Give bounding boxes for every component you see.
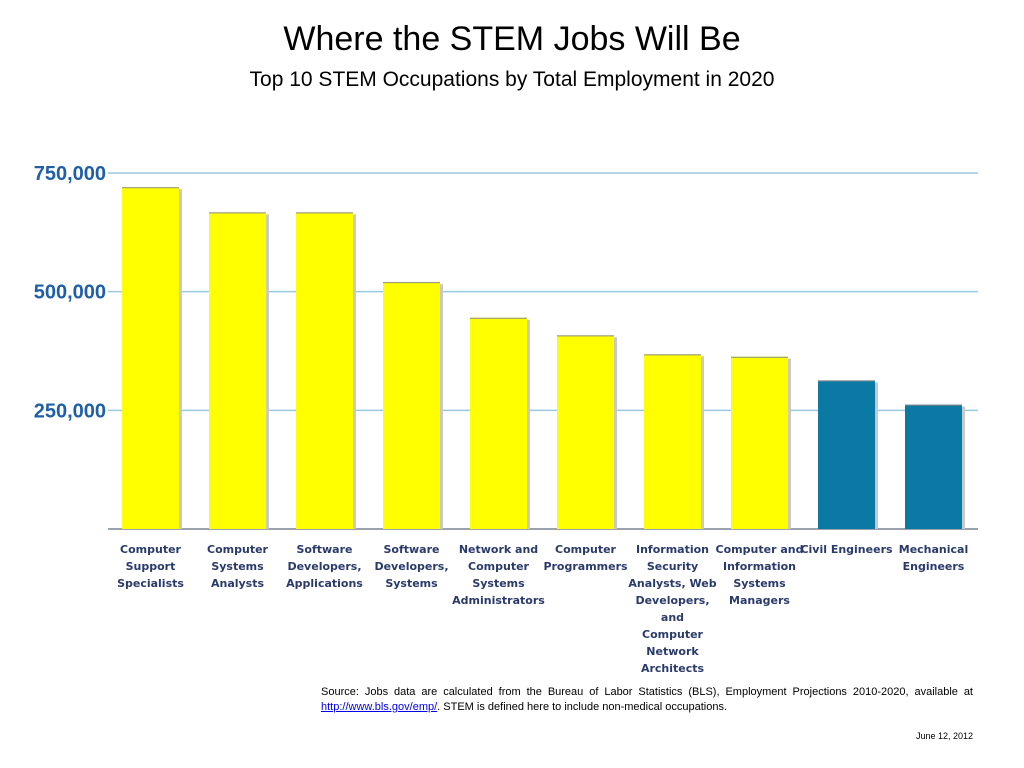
y-tick-label: 750,000 [34, 163, 106, 185]
chart-subtitle: Top 10 STEM Occupations by Total Employm… [249, 68, 775, 91]
y-tick-label: 500,000 [34, 282, 106, 304]
bar [557, 335, 614, 529]
source-text-prefix: Source: Jobs data are calculated from th… [321, 686, 973, 698]
bar [644, 354, 701, 529]
category-label: Computer Systems Analysts [207, 543, 268, 590]
y-tick-label: 250,000 [34, 400, 106, 422]
category-label: Computer Support Specialists [117, 543, 184, 590]
bar [209, 212, 266, 529]
category-label: Software Developers, Systems [374, 543, 449, 590]
source-text-suffix: . STEM is defined here to include non-me… [437, 701, 727, 713]
category-label: Network and Computer Systems Administrators [452, 543, 545, 607]
bar [818, 380, 875, 529]
bar [296, 212, 353, 529]
bar [383, 282, 440, 529]
category-label: Information Security Analysts, Web Develope… [628, 543, 717, 675]
bar [731, 356, 788, 529]
category-label: Computer and Information Systems Managers [715, 543, 804, 607]
category-label: Civil Engineers [800, 543, 893, 556]
source-note: Source: Jobs data are calculated from th… [321, 685, 973, 715]
bar [122, 187, 179, 530]
category-label: Software Developers, Applications [286, 543, 363, 590]
source-link[interactable]: http://www.bls.gov/emp/ [321, 701, 438, 713]
date-label: June 12, 2012 [915, 731, 973, 741]
bar [470, 317, 527, 529]
chart-title: Where the STEM Jobs Will Be [283, 20, 741, 58]
bar [905, 404, 962, 529]
category-label: Computer Programmers [543, 543, 628, 573]
category-label: Mechanical Engineers [898, 543, 969, 573]
